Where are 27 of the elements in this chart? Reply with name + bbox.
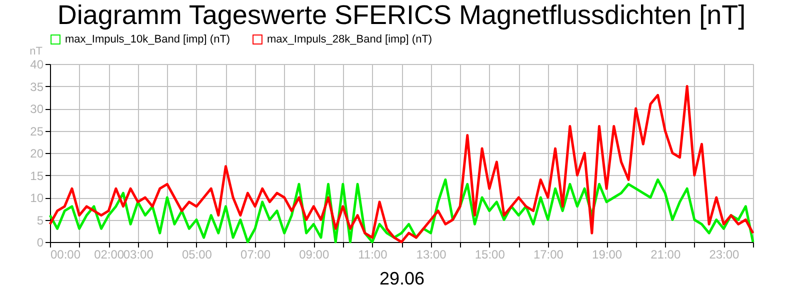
chart-title: Diagramm Tageswerte SFERICS Magnetflussdichten [nT] [57,0,746,30]
x-tick-label: 21:00 [650,248,681,262]
y-axis-title: nT [30,46,43,58]
x-axis-title: 29.06 [379,268,425,288]
x-tick-label: 02:00 [94,248,124,262]
x-tick-label: 23:00 [709,248,740,262]
x-tick-label: 03:00 [123,248,154,262]
y-tick-label: 20 [30,146,44,160]
y-tick-label: 40 [30,58,44,72]
legend-label: max_Impuls_28k_Band [imp] (nT) [267,34,432,46]
x-tick-label: 13:00 [416,248,447,262]
y-tick-label: 5 [36,213,44,228]
x-tick-label: 11:00 [358,248,388,262]
legend-label: max_Impuls_10k_Band [imp] (nT) [65,34,230,46]
x-tick-label: 07:00 [240,248,271,262]
y-tick-label: 25 [30,124,44,138]
x-tick-label: 09:00 [299,248,330,262]
y-tick-label: 30 [30,102,44,116]
x-tick-label: 15:00 [474,248,506,262]
x-tick-label: 19:00 [592,248,622,262]
y-tick-label: 15 [30,168,44,183]
x-tick-label: 00:00 [50,248,81,262]
y-tick-label: 10 [30,191,44,205]
y-tick-label: 35 [30,80,44,94]
x-tick-label: 05:00 [182,248,212,262]
y-tick-label: 0 [36,236,44,250]
x-tick-label: 17:00 [533,248,564,262]
